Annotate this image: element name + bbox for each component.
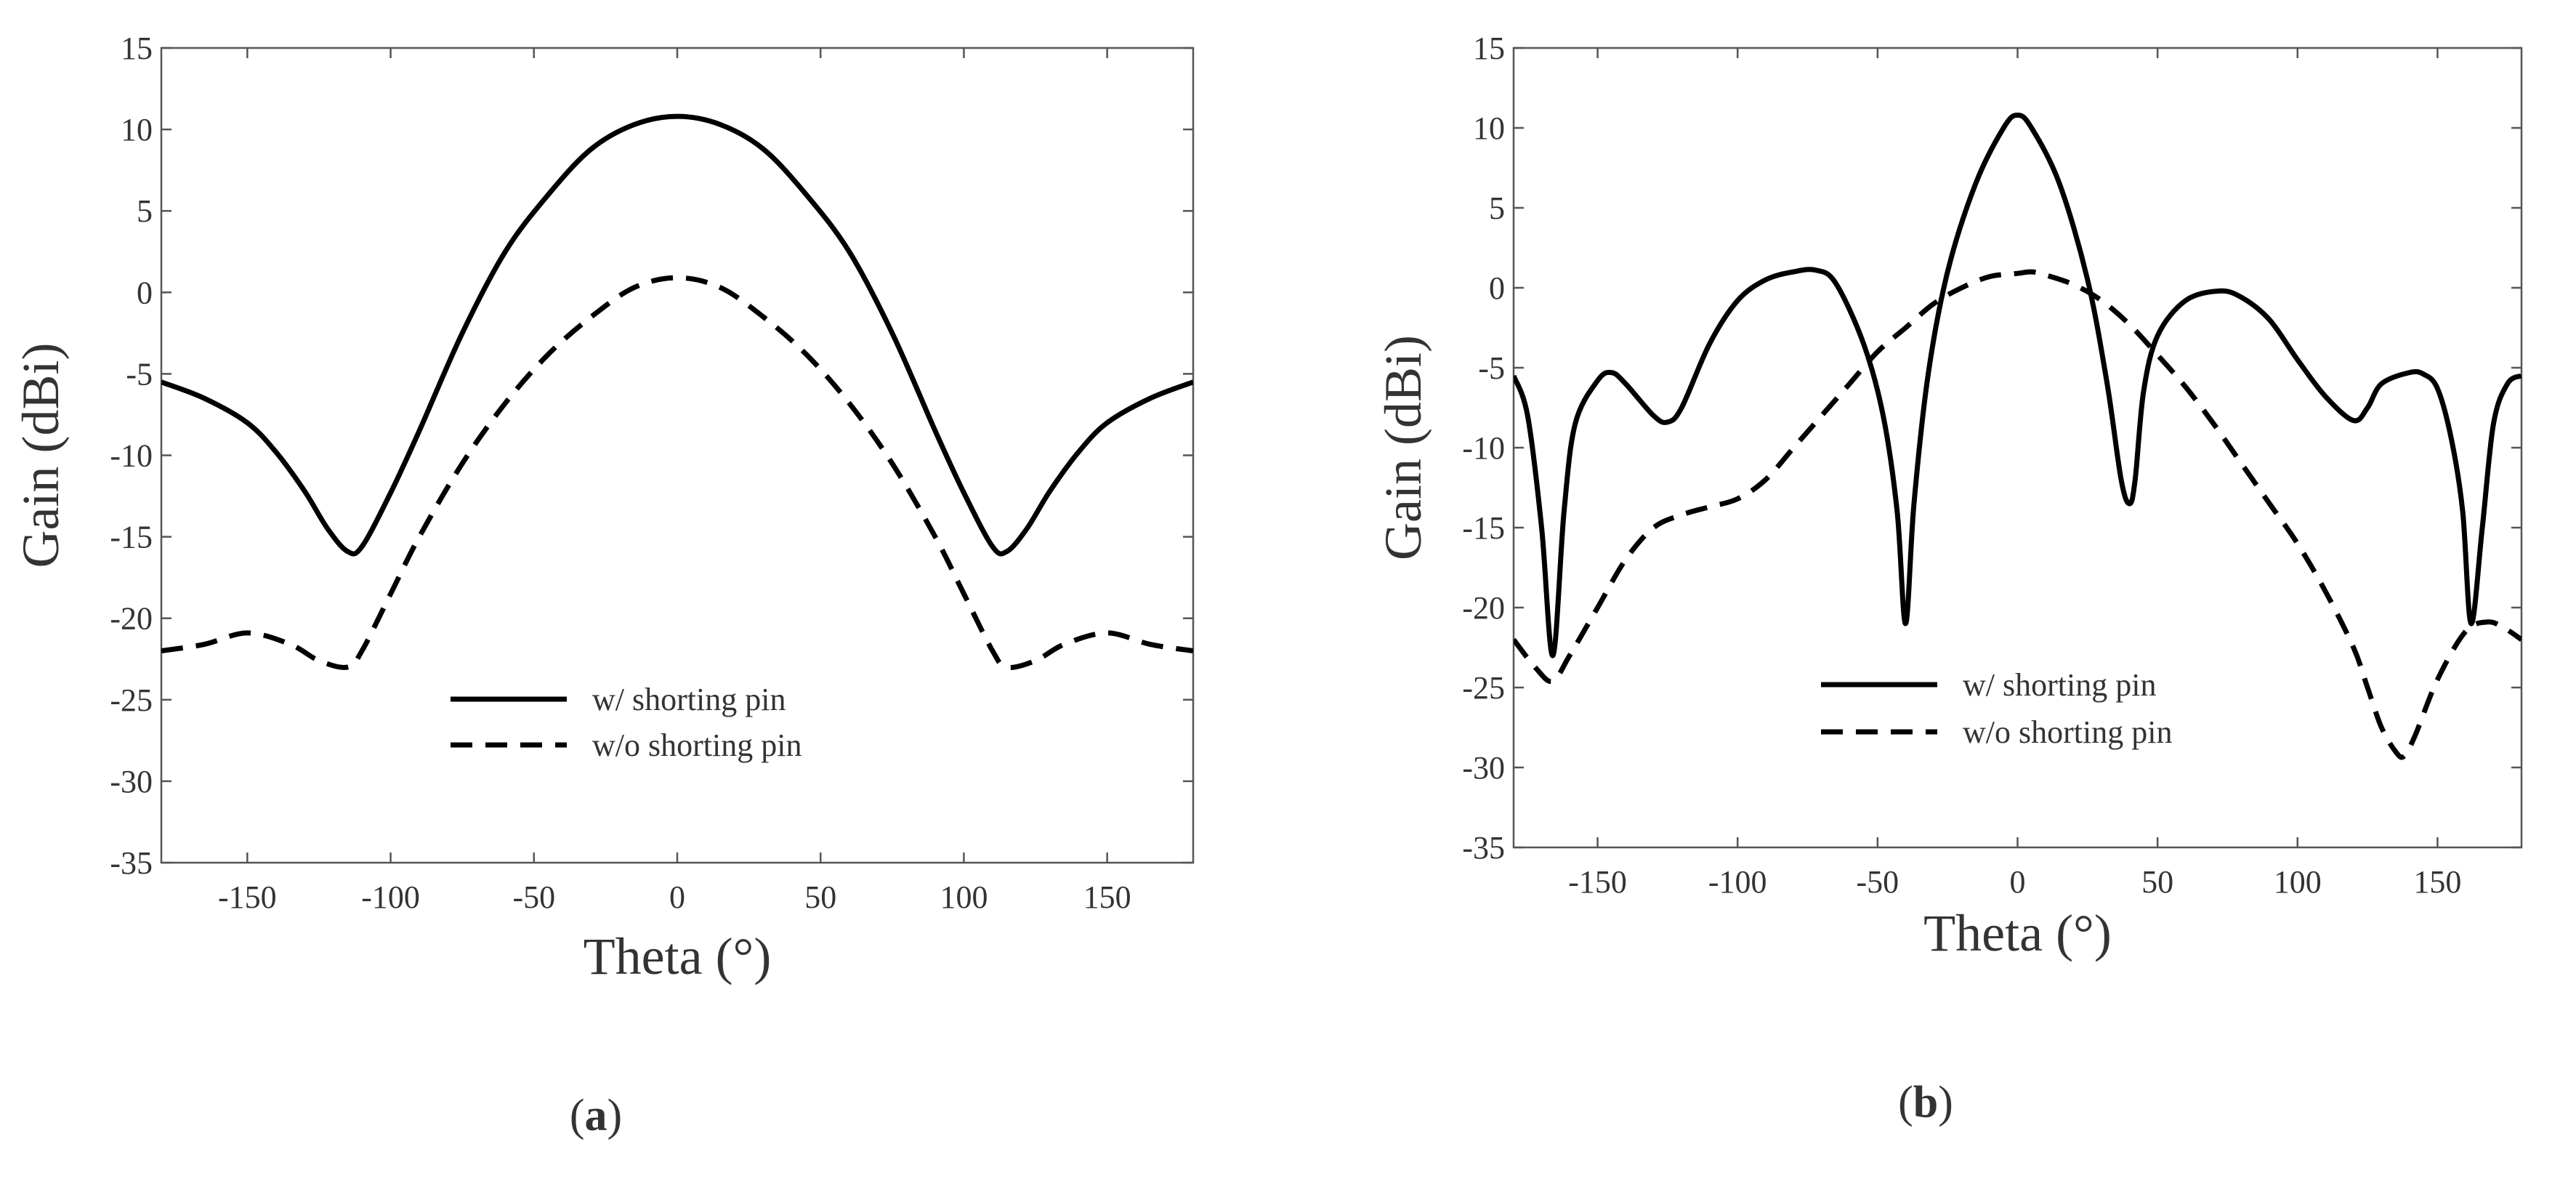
panel-caption-letter: b: [1913, 1078, 1938, 1127]
y-tick-label: 15: [121, 31, 153, 66]
x-tick-label: -50: [1857, 864, 1899, 900]
y-tick-label: 10: [1473, 110, 1505, 146]
legend: w/ shorting pin w/o shorting pin: [451, 682, 802, 763]
y-tick-label: -20: [1462, 590, 1505, 626]
y-tick-label: -5: [126, 356, 153, 392]
series-line-with-pin: [1514, 112, 2522, 658]
y-tick-label: -30: [1462, 750, 1505, 786]
x-tick-label: 150: [1083, 879, 1131, 915]
y-axis-title: Gain (dBi): [12, 343, 70, 568]
y-tick-label: -30: [110, 764, 153, 799]
y-tick-label: -35: [110, 845, 153, 881]
legend-label: w/o shorting pin: [1963, 714, 2172, 750]
x-tick-label: -50: [512, 879, 555, 915]
x-tick-label: 50: [2141, 864, 2173, 900]
legend-label: w/ shorting pin: [1963, 667, 2156, 703]
y-tick-label: 15: [1473, 31, 1505, 66]
x-tick-label: 50: [804, 879, 836, 915]
x-tick-label: -150: [218, 879, 277, 915]
panel-caption: (b): [1898, 1078, 1953, 1127]
x-tick-label: 0: [669, 879, 685, 915]
x-axis-title: Theta (°): [1923, 904, 2112, 962]
y-tick-label: 10: [121, 112, 153, 148]
x-tick-label: 150: [2413, 864, 2461, 900]
y-tick-label: -35: [1462, 830, 1505, 866]
series-line-with-pin: [161, 113, 1193, 557]
x-tick-label: 0: [2010, 864, 2026, 900]
series-line-without-pin: [161, 275, 1193, 670]
panel-caption-letter: a: [585, 1091, 607, 1140]
x-axis-title: Theta (°): [584, 927, 772, 986]
y-tick-label: -5: [1478, 350, 1505, 386]
x-tick-label: 100: [940, 879, 988, 915]
x-tick-label: -150: [1568, 864, 1627, 900]
legend: w/ shorting pin w/o shorting pin: [1821, 667, 2172, 750]
y-tick-label: -15: [1462, 510, 1505, 546]
series-line-without-pin: [1514, 269, 2522, 760]
y-tick-label: 5: [1489, 190, 1505, 226]
y-tick-label: -10: [110, 438, 153, 474]
panel-caption: (a): [570, 1091, 622, 1140]
y-tick-label: -20: [110, 601, 153, 637]
y-tick-label: -25: [1462, 670, 1505, 706]
x-tick-label: -100: [1708, 864, 1767, 900]
legend-label: w/ shorting pin: [592, 682, 786, 717]
legend-label: w/o shorting pin: [592, 728, 802, 763]
y-tick-label: 0: [1489, 270, 1505, 306]
y-tick-label: 5: [137, 193, 153, 229]
y-axis-title: Gain (dBi): [1374, 335, 1432, 560]
y-tick-label: -25: [110, 682, 153, 718]
y-tick-label: 0: [137, 275, 153, 310]
x-tick-label: 100: [2274, 864, 2322, 900]
x-tick-label: -100: [361, 879, 420, 915]
y-tick-label: -10: [1462, 430, 1505, 466]
y-tick-label: -15: [110, 520, 153, 555]
